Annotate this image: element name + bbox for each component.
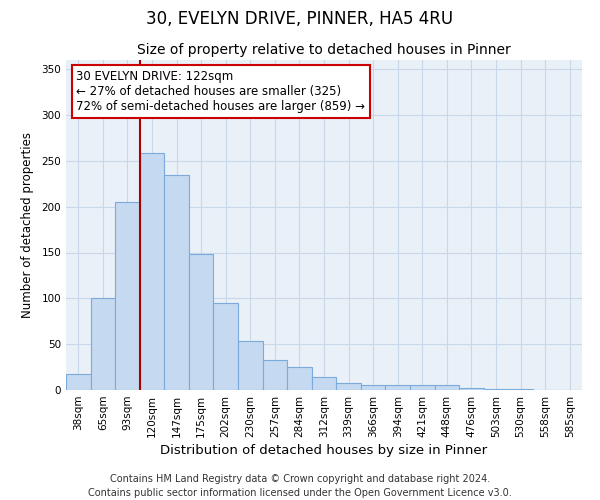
Bar bbox=[508, 389, 533, 390]
Bar bbox=[238, 342, 263, 390]
Bar bbox=[91, 298, 115, 390]
Bar bbox=[459, 388, 484, 390]
Bar bbox=[140, 154, 164, 390]
Bar bbox=[385, 386, 410, 390]
Y-axis label: Number of detached properties: Number of detached properties bbox=[22, 132, 34, 318]
Text: 30 EVELYN DRIVE: 122sqm
← 27% of detached houses are smaller (325)
72% of semi-d: 30 EVELYN DRIVE: 122sqm ← 27% of detache… bbox=[76, 70, 365, 113]
Bar bbox=[189, 254, 214, 390]
Bar bbox=[361, 386, 385, 390]
Bar bbox=[410, 386, 434, 390]
Text: 30, EVELYN DRIVE, PINNER, HA5 4RU: 30, EVELYN DRIVE, PINNER, HA5 4RU bbox=[146, 10, 454, 28]
Bar bbox=[336, 382, 361, 390]
Bar bbox=[484, 389, 508, 390]
Text: Contains HM Land Registry data © Crown copyright and database right 2024.
Contai: Contains HM Land Registry data © Crown c… bbox=[88, 474, 512, 498]
Bar bbox=[66, 374, 91, 390]
Bar bbox=[263, 360, 287, 390]
Title: Size of property relative to detached houses in Pinner: Size of property relative to detached ho… bbox=[137, 44, 511, 58]
X-axis label: Distribution of detached houses by size in Pinner: Distribution of detached houses by size … bbox=[160, 444, 488, 457]
Bar bbox=[287, 367, 312, 390]
Bar bbox=[214, 303, 238, 390]
Bar bbox=[312, 377, 336, 390]
Bar bbox=[434, 386, 459, 390]
Bar bbox=[115, 202, 140, 390]
Bar bbox=[164, 174, 189, 390]
